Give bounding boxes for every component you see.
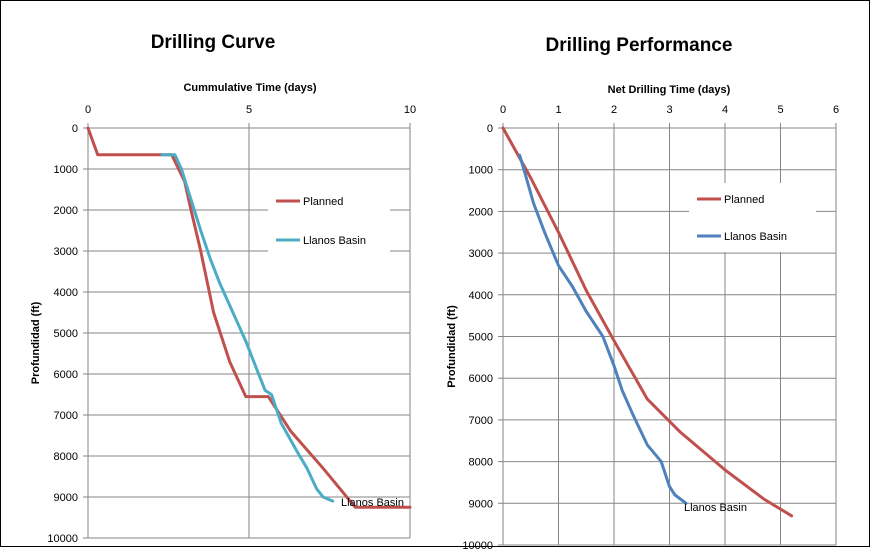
chart2-x-axis-label: Net Drilling Time (days) (608, 84, 731, 96)
chart1-series-line-llanos-basin (160, 153, 335, 503)
chart2-y-tick-label: 5000 (469, 332, 493, 344)
chart2-y-tick-label: 9000 (469, 498, 493, 510)
chart2-x-tick-label: 4 (722, 104, 728, 116)
chart2-x-tick-label: 5 (777, 104, 783, 116)
chart2-y-tick-label: 1000 (469, 165, 493, 177)
chart1-y-tick-label: 9000 (54, 492, 78, 504)
chart1-title: Drilling Curve (151, 32, 276, 53)
chart1-x-tick-label: 10 (404, 104, 416, 116)
chart1-y-tick-label: 7000 (54, 410, 78, 422)
chart2-x-tick-label: 3 (666, 104, 672, 116)
chart1-x-tick-label: 5 (246, 104, 252, 116)
chart1-y-tick-label: 8000 (54, 451, 78, 463)
chart2-y-tick-label: 2000 (469, 206, 493, 218)
chart1-legend-label-llanos-basin: Llanos Basin (303, 235, 366, 247)
chart2-series-line-llanos-basin (518, 153, 688, 505)
chart2-legend-box (689, 183, 816, 252)
chart2-x-tick-label: 1 (555, 104, 561, 116)
chart1-x-axis-label: Cummulative Time (days) (183, 82, 316, 94)
chart2-y-tick-label: 4000 (469, 290, 493, 302)
chart1-y-tick-label: 2000 (54, 205, 78, 217)
chart1-y-tick-label: 6000 (54, 369, 78, 381)
chart2-y-tick-label: 6000 (469, 373, 493, 385)
chart2-legend-label-planned: Planned (724, 194, 764, 206)
chart2-annotation: Llanos Basin (684, 502, 747, 514)
chart2-y-axis-label: Profundidad (ft) (446, 305, 458, 388)
chart2-x-tick-label: 0 (500, 104, 506, 116)
chart2-y-tick-label: 7000 (469, 415, 493, 427)
chart2-x-tick-label: 6 (833, 104, 839, 116)
chart1-y-tick-label: 5000 (54, 328, 78, 340)
chart1-annotation: Llanos Basin (341, 497, 404, 509)
chart2-y-tick-label: 0 (487, 123, 493, 135)
chart1-group: Drilling Curve Cummulative Time (days) Pro… (30, 32, 416, 545)
chart1-legend-box (268, 185, 390, 256)
chart2-group: Drilling Performance Net Drilling Time (d… (446, 35, 839, 549)
chart1-y-axis-label: Profundidad (ft) (30, 301, 42, 384)
chart2-series-line-planned (501, 126, 794, 518)
chart1-series-line-planned (86, 126, 412, 509)
chart1-y-tick-label: 10000 (47, 533, 78, 545)
chart2-title: Drilling Performance (546, 35, 733, 56)
chart1-y-tick-label: 4000 (54, 287, 78, 299)
chart2-x-tick-label: 2 (611, 104, 617, 116)
chart2-y-tick-label: 10000 (462, 540, 493, 549)
chart2-legend-label-llanos-basin: Llanos Basin (724, 231, 787, 243)
chart2-y-tick-label: 8000 (469, 457, 493, 469)
chart1-y-tick-label: 3000 (54, 246, 78, 258)
chart1-x-tick-label: 0 (85, 104, 91, 116)
chart2-y-tick-label: 3000 (469, 248, 493, 260)
chart1-y-tick-label: 1000 (54, 164, 78, 176)
chart1-legend-label-planned: Planned (303, 196, 343, 208)
chart1-y-tick-label: 0 (72, 123, 78, 135)
